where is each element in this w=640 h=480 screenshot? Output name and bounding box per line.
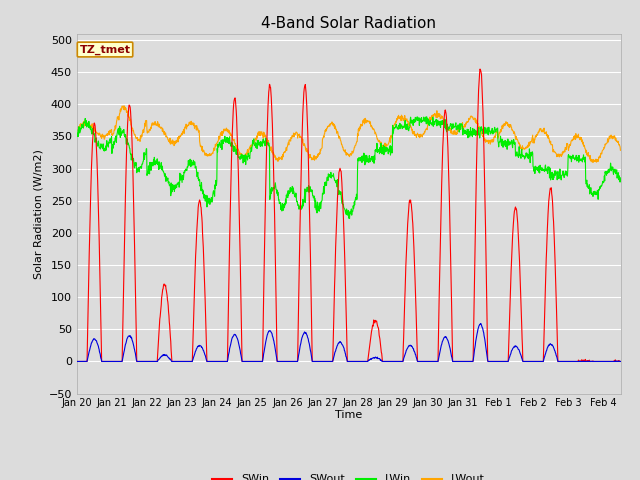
SWout (484, 359, 492, 364)
LWout (73, 129, 81, 135)
LWin (346, 216, 353, 221)
Line: LWout: LWout (77, 106, 620, 162)
SWin (476, 66, 484, 72)
LWout (181, 124, 189, 130)
LWin (485, 124, 493, 130)
LWout (545, 135, 552, 141)
Line: SWin: SWin (77, 69, 620, 361)
SWout (477, 321, 484, 326)
LWin (279, 201, 287, 207)
Text: TZ_tmet: TZ_tmet (79, 44, 131, 55)
LWout (171, 138, 179, 144)
LWin (181, 170, 189, 176)
SWin (545, 198, 552, 204)
SWin (73, 359, 81, 364)
LWin (616, 175, 624, 181)
LWin (545, 164, 553, 170)
Legend: SWin, SWout, LWin, LWout: SWin, SWout, LWin, LWout (208, 470, 490, 480)
Y-axis label: Solar Radiation (W/m2): Solar Radiation (W/m2) (33, 149, 43, 278)
SWin (279, 359, 287, 364)
LWin (73, 127, 81, 133)
SWin (181, 359, 189, 364)
LWin (423, 114, 431, 120)
LWout (484, 141, 492, 146)
SWin (616, 359, 624, 364)
SWout (616, 359, 624, 364)
LWout (588, 159, 596, 165)
LWout (230, 136, 238, 142)
SWout (73, 359, 81, 364)
LWin (171, 189, 179, 194)
SWout (171, 359, 179, 364)
X-axis label: Time: Time (335, 410, 362, 420)
SWin (171, 359, 179, 364)
SWout (279, 359, 287, 364)
LWout (120, 103, 128, 108)
LWout (280, 151, 287, 157)
Line: SWout: SWout (77, 324, 620, 361)
LWout (616, 147, 624, 153)
SWout (230, 333, 237, 339)
Line: LWin: LWin (77, 117, 620, 218)
SWout (545, 342, 552, 348)
SWin (484, 359, 492, 364)
SWout (181, 359, 189, 364)
Title: 4-Band Solar Radiation: 4-Band Solar Radiation (261, 16, 436, 31)
LWin (230, 143, 237, 149)
SWin (230, 102, 237, 108)
